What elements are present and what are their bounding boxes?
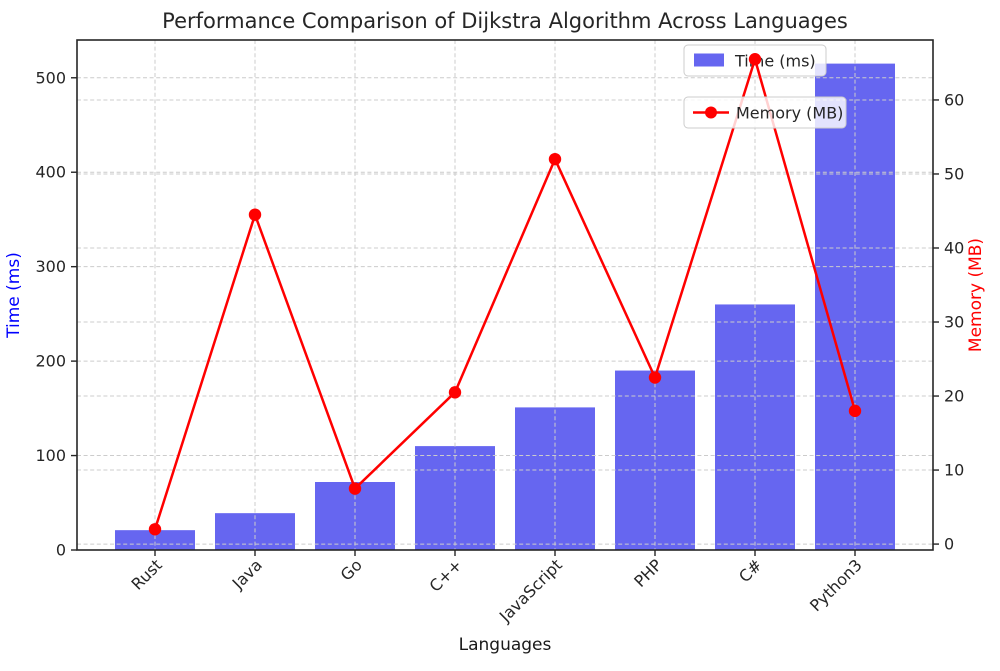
y-left-tick-label: 300 (35, 257, 66, 276)
y-right-tick-label: 60 (944, 90, 964, 109)
y-left-tick-label: 200 (35, 352, 66, 371)
x-tick-label-go: Go (337, 555, 366, 584)
y-left-tick-label: 100 (35, 446, 66, 465)
x-tick-label-csharp: C# (735, 555, 766, 586)
x-axis-label: Languages (459, 635, 552, 655)
legend-memory-label: Memory (MB) (736, 104, 843, 123)
y-left-tick-label: 0 (56, 541, 66, 560)
bar-csharp (715, 304, 795, 550)
y-right-tick-label: 30 (944, 313, 964, 332)
y-right-tick-label: 0 (944, 535, 954, 554)
x-tick-label-python3: Python3 (806, 555, 866, 615)
memory-point-php (648, 371, 662, 384)
bar-php (615, 370, 695, 550)
memory-point-javascript (548, 152, 562, 166)
memory-point-java (248, 208, 262, 221)
bar-rust (115, 530, 195, 550)
y-left-tick-label: 500 (35, 68, 66, 87)
memory-series-dot-sample (705, 106, 717, 119)
legend-memory-frame (683, 96, 847, 129)
x-tick-label-javascript: JavaScript (495, 555, 566, 626)
memory-point-rust (148, 523, 162, 536)
memory-point-cplusplus (448, 386, 462, 399)
x-tick-label-php: PHP (630, 555, 666, 591)
x-tick-label-java: Java (228, 555, 266, 593)
y-right-tick-label: 10 (944, 461, 964, 480)
y-axis-label-left: Time (ms) (4, 252, 24, 339)
y-axis-label-right: Memory (MB) (966, 238, 986, 352)
x-tick-label-rust: Rust (128, 555, 166, 593)
y-right-tick-label: 50 (944, 164, 964, 183)
y-right-tick-label: 40 (944, 238, 964, 257)
chart-title: Performance Comparison of Dijkstra Algor… (162, 9, 848, 33)
x-tick-label-cplusplus: C++ (426, 555, 466, 595)
memory-point-go (348, 482, 362, 495)
memory-point-csharp (748, 53, 762, 66)
y-right-tick-label: 20 (944, 387, 964, 406)
time-series-swatch (694, 53, 724, 67)
legend-time-label: Time (ms) (734, 52, 816, 71)
memory-point-python3 (848, 404, 862, 418)
y-left-tick-label: 400 (35, 163, 66, 182)
legend-memory: Memory (MB) (683, 96, 847, 129)
plot-frame (76, 39, 934, 551)
